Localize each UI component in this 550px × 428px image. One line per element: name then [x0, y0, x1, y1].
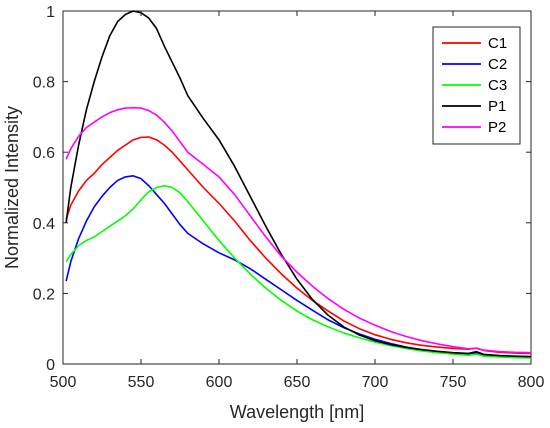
- y-tick-label: 0.4: [33, 216, 55, 233]
- x-tick-label: 550: [128, 374, 155, 391]
- x-tick-label: 800: [518, 374, 545, 391]
- series-line-p2: [65, 106, 532, 354]
- legend-label: P2: [488, 119, 506, 136]
- series-line-c1: [65, 136, 532, 355]
- series-layer: [65, 10, 532, 359]
- y-tick-label: 0.2: [33, 286, 55, 303]
- y-tick-label: 1: [46, 4, 55, 21]
- y-tick-label: 0: [46, 357, 55, 374]
- x-axis-label: Wavelength [nm]: [230, 402, 364, 422]
- y-tick-label: 0.8: [33, 75, 55, 92]
- legend-label: P1: [488, 98, 506, 115]
- series-line-c3: [65, 184, 532, 359]
- legend: C1 C2 C3 P1 P2: [432, 26, 521, 145]
- legend-item-p1: P1: [442, 98, 506, 115]
- x-tick-label: 600: [206, 374, 233, 391]
- x-tick-label: 650: [284, 374, 311, 391]
- x-tick-label: 750: [440, 374, 467, 391]
- y-axis-label: Normalized Intensity: [2, 106, 22, 269]
- legend-item-c1: C1: [442, 35, 507, 52]
- legend-label: C1: [488, 35, 507, 52]
- y-tick-label: 0.6: [33, 145, 55, 162]
- ticks-layer: 500 550 600 650 700 750 800 0 0.2 0.4 0.6 0.8 1: [33, 4, 545, 391]
- legend-item-c3: C3: [442, 77, 507, 94]
- legend-item-c2: C2: [442, 56, 507, 73]
- series-line-p1: [65, 10, 532, 358]
- legend-label: C2: [488, 56, 507, 73]
- x-tick-label: 500: [50, 374, 77, 391]
- legend-item-p2: P2: [442, 119, 506, 136]
- legend-label: C3: [488, 77, 507, 94]
- x-tick-label: 700: [362, 374, 389, 391]
